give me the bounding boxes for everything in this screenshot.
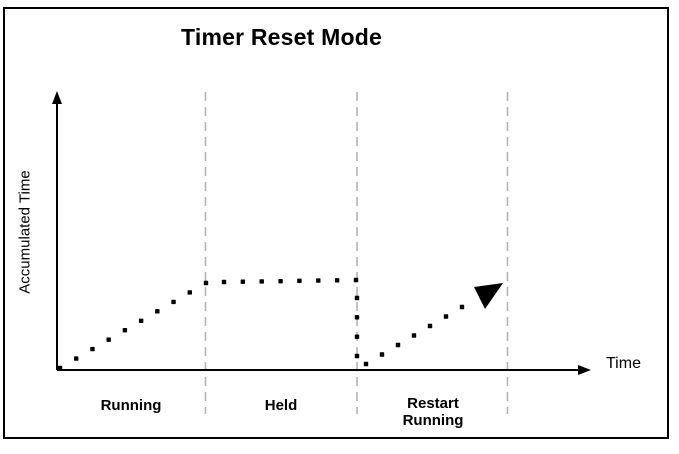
chart-border	[3, 7, 669, 439]
data-dot	[354, 315, 360, 320]
data-dot	[411, 333, 417, 338]
data-dot	[106, 337, 111, 342]
data-dot	[122, 328, 128, 333]
data-dot	[74, 356, 79, 361]
y-axis-arrowhead-icon	[52, 91, 62, 104]
data-dot	[443, 314, 449, 319]
data-dot	[379, 352, 385, 357]
data-dot	[187, 290, 192, 295]
data-dot	[278, 278, 283, 284]
phase-label-held: Held	[264, 397, 298, 414]
data-dot	[155, 309, 160, 314]
data-dot	[363, 361, 369, 367]
chart-title: Timer Reset Mode	[181, 24, 382, 50]
data-dot	[459, 304, 465, 310]
y-axis-label: Accumulated Time	[16, 170, 34, 294]
x-axis-label: Time	[606, 355, 641, 372]
data-dot	[354, 295, 360, 301]
data-dot	[316, 278, 321, 283]
data-dot	[395, 342, 401, 348]
data-dot	[259, 279, 264, 284]
data-dot	[427, 323, 433, 329]
phase-label-running: Running	[100, 397, 162, 414]
data-dot	[334, 278, 340, 283]
data-dot	[353, 277, 359, 283]
data-dot	[240, 279, 246, 284]
series-end-arrowhead-icon	[474, 283, 503, 309]
data-dot	[354, 353, 360, 359]
data-dot	[57, 365, 63, 371]
data-dot	[297, 278, 302, 284]
data-dot	[221, 279, 227, 285]
data-dot	[171, 299, 176, 305]
data-dot	[90, 346, 95, 352]
x-axis-arrowhead-icon	[578, 365, 591, 375]
phase-label-restart-running: Restart Running	[402, 395, 464, 429]
data-dot	[203, 280, 209, 286]
data-dot	[354, 334, 360, 339]
data-dot	[138, 318, 144, 323]
